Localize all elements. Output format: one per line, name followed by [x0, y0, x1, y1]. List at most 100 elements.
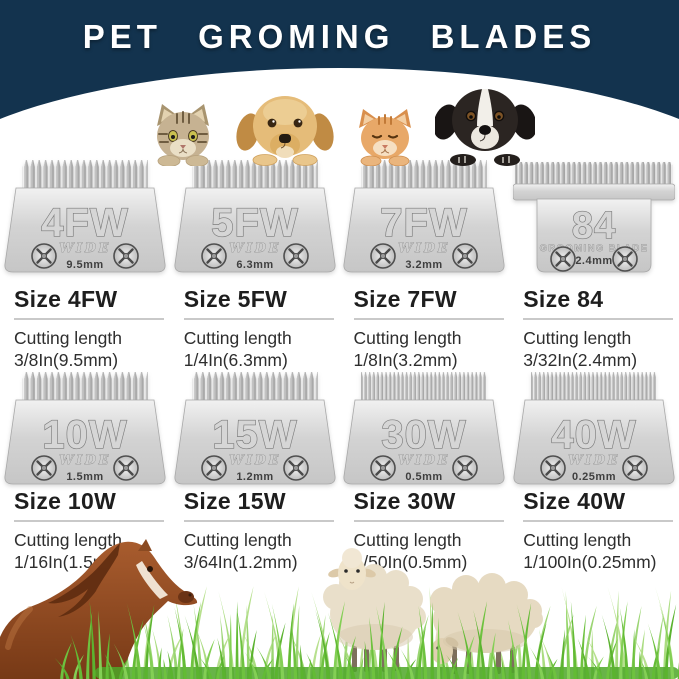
golden-retriever-icon — [235, 96, 334, 166]
size-heading: Size 5FW — [183, 286, 288, 312]
size-heading: Size 30W — [353, 488, 456, 514]
farm-scene — [0, 539, 679, 679]
screw-icon — [112, 242, 140, 270]
screw-icon — [282, 242, 309, 270]
cutting-length-value: 1/100In(0.25mm) — [523, 552, 657, 573]
cutting-length-label: Cutting length — [183, 530, 292, 550]
screw-icon — [539, 454, 567, 482]
label-row-1: Size 4FW Cutting length 3/8In(9.5mm) Siz… — [0, 286, 679, 372]
blade-label-7fw: Size 7FW Cutting length 1/8In(3.2mm) — [340, 286, 510, 372]
size-heading: Size 84 — [523, 286, 604, 312]
divider — [183, 520, 334, 522]
blade-row-1: 4FW WIDE 9.5mm 5FW WIDE 6.3mm 7FW WIDE 3… — [0, 158, 679, 280]
screw-icon — [30, 242, 58, 270]
cutting-length-label: Cutting length — [14, 530, 122, 550]
screw-icon — [30, 454, 58, 482]
blade-graphic-4fw: 4FW WIDE 9.5mm — [4, 160, 166, 273]
horse-icon — [0, 539, 198, 679]
blade-style-label: WIDE — [229, 453, 281, 468]
screw-icon — [549, 245, 577, 273]
cutting-length-value: 3/32In(2.4mm) — [523, 350, 638, 371]
size-heading: Size 15W — [183, 488, 286, 514]
divider — [353, 520, 504, 522]
blade-style-label: WIDE — [568, 453, 620, 468]
blade-style-label: GROOMING BLADE — [540, 243, 649, 254]
screw-icon — [611, 245, 639, 273]
blade-style-label: WIDE — [59, 453, 111, 468]
orange-cat-icon — [358, 109, 411, 166]
blade-label-4fw: Size 4FW Cutting length 3/8In(9.5mm) — [0, 286, 170, 372]
blade-cut-mm: 9.5mm — [66, 259, 103, 271]
blade-engraving: 84 — [572, 205, 616, 247]
divider — [14, 520, 164, 522]
blade-graphic-15w: 15W WIDE 1.2mm — [174, 372, 336, 485]
grass-front-layer — [54, 601, 679, 679]
blade-label-5fw: Size 5FW Cutting length 1/4In(6.3mm) — [170, 286, 340, 372]
blade-graphic-7fw: 7FW WIDE 3.2mm — [343, 160, 505, 273]
cutting-length-label: Cutting length — [523, 328, 632, 348]
tabby-cat-icon — [156, 104, 209, 166]
blade-graphic-40w: 40W WIDE 0.25mm — [513, 372, 675, 485]
black-white-dog-icon — [434, 89, 535, 166]
sheep-grazing-icon — [430, 573, 543, 674]
blade-cut-mm: 1.5mm — [66, 471, 103, 483]
cutting-length-value: 1/8In(3.2mm) — [353, 350, 458, 371]
screw-icon — [621, 454, 649, 482]
blade-label-40w: Size 40W Cutting length 1/100In(0.25mm) — [509, 488, 679, 574]
cutting-length-label: Cutting length — [523, 530, 632, 550]
blade-engraving: 7FW — [381, 201, 468, 245]
blade-engraving: 10W — [42, 413, 127, 457]
cutting-length-label: Cutting length — [14, 328, 122, 348]
blade-cut-mm: 2.4mm — [575, 255, 612, 267]
blade-cut-mm: 0.25mm — [572, 471, 616, 483]
blade-graphic-30w: 30W WIDE 0.5mm — [343, 372, 505, 485]
blade-engraving: 5FW — [211, 201, 298, 245]
blade-style-label: WIDE — [229, 241, 281, 256]
label-row-2: Size 10W Cutting length 1/16In(1.5mm) Si… — [0, 488, 679, 574]
blade-graphic-84: 84 GROOMING BLADE 2.4mm — [513, 162, 676, 273]
blade-label-15w: Size 15W Cutting length 3/64In(1.2mm) — [170, 488, 340, 574]
blade-cut-mm: 1.2mm — [236, 471, 273, 483]
blade-label-84: Size 84 Cutting length 3/32In(2.4mm) — [509, 286, 679, 372]
blade-graphic-10w: 10W WIDE 1.5mm — [4, 372, 166, 485]
screw-icon — [452, 454, 479, 482]
blade-engraving: 4FW — [41, 201, 128, 245]
divider — [14, 318, 164, 320]
blade-graphic-5fw: 5FW WIDE 6.3mm — [174, 160, 336, 273]
cutting-length-value: 3/64In(1.2mm) — [183, 552, 298, 573]
blade-label-30w: Size 30W Cutting length 1/50In(0.5mm) — [340, 488, 510, 574]
blade-engraving: 15W — [212, 413, 297, 457]
cutting-length-value: 1/4In(6.3mm) — [183, 350, 288, 371]
cutting-length-label: Cutting length — [353, 328, 462, 348]
blade-style-label: WIDE — [398, 453, 450, 468]
screw-icon — [200, 454, 227, 482]
screw-icon — [282, 454, 309, 482]
screw-icon — [370, 454, 397, 482]
blade-cut-mm: 0.5mm — [406, 471, 443, 483]
divider — [183, 318, 334, 320]
blade-cut-mm: 3.2mm — [406, 259, 443, 271]
divider — [353, 318, 504, 320]
screw-icon — [370, 242, 397, 270]
size-heading: Size 40W — [523, 488, 626, 514]
size-heading: Size 10W — [14, 488, 117, 514]
screw-icon — [452, 242, 479, 270]
divider — [523, 318, 674, 320]
blade-style-label: WIDE — [59, 241, 111, 256]
page-title: PET GROMING BLADES — [82, 18, 597, 55]
blade-cut-mm: 6.3mm — [236, 259, 273, 271]
divider — [523, 520, 674, 522]
size-heading: Size 4FW — [14, 286, 118, 312]
peeking-pets-strip — [0, 86, 679, 166]
blade-style-label: WIDE — [398, 241, 450, 256]
blade-engraving: 30W — [382, 413, 467, 457]
size-heading: Size 7FW — [353, 286, 457, 312]
cutting-length-label: Cutting length — [183, 328, 292, 348]
screw-icon — [200, 242, 227, 270]
screw-icon — [112, 454, 140, 482]
cutting-length-label: Cutting length — [353, 530, 462, 550]
cutting-length-value: 3/8In(9.5mm) — [14, 350, 119, 371]
blade-row-2: 10W WIDE 1.5mm 15W WIDE 1.2mm 30W WIDE 0… — [0, 370, 679, 492]
blade-engraving: 40W — [552, 413, 637, 457]
